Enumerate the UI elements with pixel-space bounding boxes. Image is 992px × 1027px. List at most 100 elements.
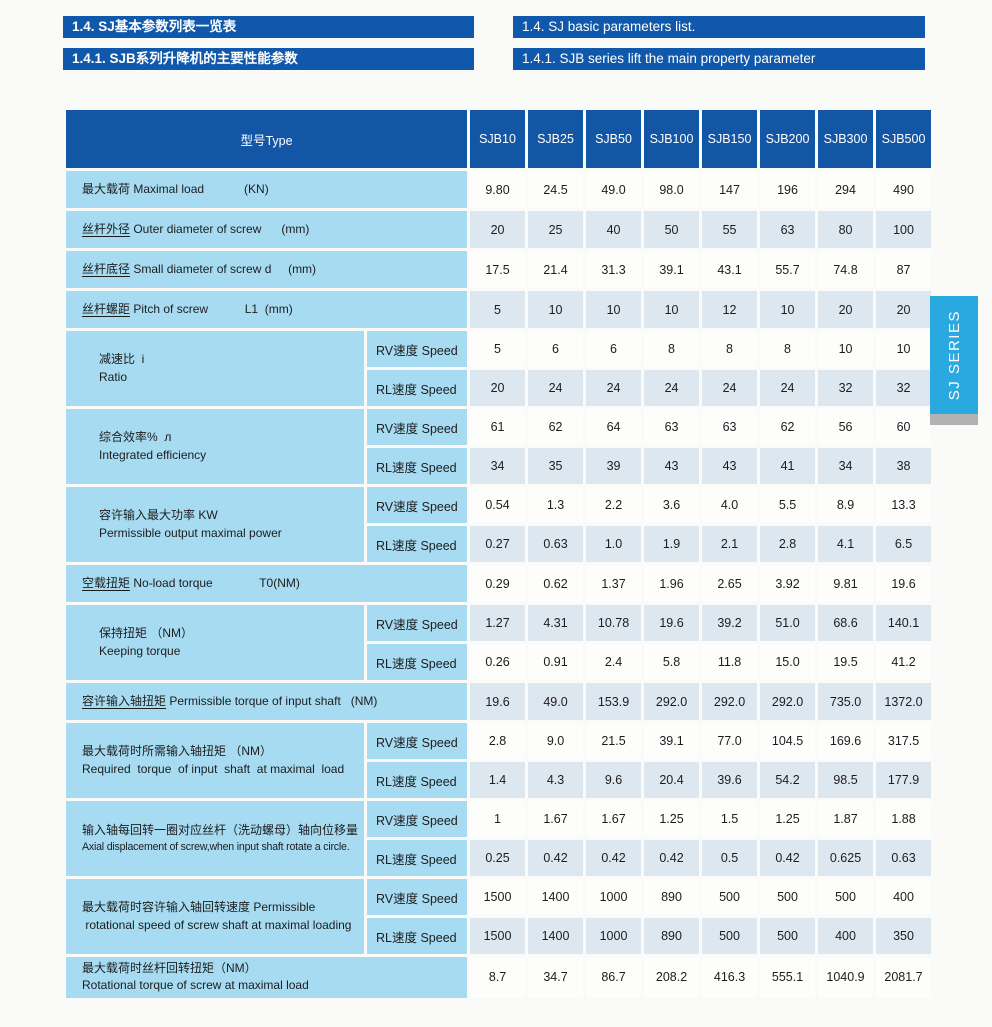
- value-cell: 890: [641, 915, 703, 957]
- row-label-line2: Required torque of input shaft at maxima…: [82, 761, 345, 776]
- value-cell: 400: [815, 915, 877, 957]
- value-cell: 74.8: [815, 248, 877, 291]
- value-cell: 1.67: [583, 798, 645, 840]
- value-cell: 9.6: [583, 759, 645, 801]
- value-cell: 147: [699, 168, 761, 211]
- row-label-line2: Axial displacement of screw,when input s…: [82, 840, 350, 853]
- value-cell: 64: [583, 406, 645, 448]
- value-cell: 55: [699, 208, 761, 251]
- value-cell: 0.42: [525, 837, 587, 879]
- row-label-line1: 容许输入最大功率 KW: [99, 507, 358, 524]
- speed-label-rv: RV速度 Speed: [363, 602, 471, 644]
- value-cell: 17.5: [467, 248, 529, 291]
- value-cell: 0.29: [467, 562, 529, 605]
- speed-label-rv: RV速度 Speed: [363, 484, 471, 526]
- value-cell: 11.8: [699, 641, 761, 683]
- row-label-line1: 最大载荷 Maximal load (KN): [82, 181, 461, 198]
- value-cell: 24: [583, 367, 645, 409]
- model-header: SJB500: [873, 107, 935, 171]
- row-label-line1: 保持扭矩 （NM）: [99, 625, 358, 642]
- row-label-line1: 丝杆外径 Outer diameter of screw (mm): [82, 221, 461, 238]
- row-label-zh: 容许输入最大功率 KW: [99, 508, 218, 523]
- parameters-table: 型号Type SJB10 SJB25 SJB50 SJB100 SJB150 SJB200 S…: [62, 107, 935, 1001]
- row-label: 丝杆外径 Outer diameter of screw (mm): [62, 208, 471, 251]
- row-label-line2: Integrated efficiency: [99, 447, 207, 462]
- speed-label-rv: RV速度 Speed: [363, 876, 471, 918]
- value-cell: 0.91: [525, 641, 587, 683]
- value-cell: 87: [873, 248, 935, 291]
- value-cell: 10: [641, 288, 703, 331]
- value-cell: 21.5: [583, 720, 645, 762]
- value-cell: 56: [815, 406, 877, 448]
- value-cell: 1.88: [873, 798, 935, 840]
- series-side-tab-shadow: [930, 414, 978, 425]
- speed-label-rl: RL速度 Speed: [363, 837, 471, 879]
- value-cell: 196: [757, 168, 819, 211]
- value-cell: 6.5: [873, 523, 935, 565]
- speed-label-rl: RL速度 Speed: [363, 641, 471, 683]
- value-cell: 0.62: [525, 562, 587, 605]
- value-cell: 2.65: [699, 562, 761, 605]
- row-label: 综合效率% л Integrated efficiency: [63, 406, 367, 487]
- row-label: 容许输入最大功率 KW Permissible output maximal po…: [63, 484, 367, 565]
- value-cell: 6: [583, 328, 645, 370]
- value-cell: 735.0: [815, 680, 877, 723]
- value-cell: 77.0: [699, 720, 761, 762]
- value-cell: 177.9: [873, 759, 935, 801]
- value-cell: 20: [873, 288, 935, 331]
- value-cell: 34: [815, 445, 877, 487]
- value-cell: 0.625: [815, 837, 877, 879]
- row-label: 最大载荷时容许输入轴回转速度 Permissible rotational sp…: [63, 876, 367, 957]
- value-cell: 19.5: [815, 641, 877, 683]
- value-cell: 13.3: [873, 484, 935, 526]
- model-header: SJB150: [699, 107, 761, 171]
- value-cell: 62: [525, 406, 587, 448]
- value-cell: 5.5: [757, 484, 819, 526]
- value-cell: 0.42: [641, 837, 703, 879]
- subsection-title-en: 1.4.1. SJB series lift the main property…: [513, 48, 925, 70]
- value-cell: 100: [873, 208, 935, 251]
- speed-label-rv: RV速度 Speed: [363, 720, 471, 762]
- value-cell: 104.5: [757, 720, 819, 762]
- value-cell: 1.9: [641, 523, 703, 565]
- row-label-rest: No-load torque T0(NM): [130, 575, 300, 590]
- section-title-en: 1.4. SJ basic parameters list.: [513, 16, 925, 38]
- value-cell: 19.6: [641, 602, 703, 644]
- value-cell: 43.1: [699, 248, 761, 291]
- model-header: SJB25: [525, 107, 587, 171]
- value-cell: 500: [815, 876, 877, 918]
- value-cell: 292.0: [757, 680, 819, 723]
- value-cell: 49.0: [583, 168, 645, 211]
- value-cell: 1400: [525, 876, 587, 918]
- value-cell: 2.8: [757, 523, 819, 565]
- value-cell: 317.5: [873, 720, 935, 762]
- speed-label-rl: RL速度 Speed: [363, 367, 471, 409]
- model-header: SJB50: [583, 107, 645, 171]
- value-cell: 500: [699, 915, 761, 957]
- row-label: 输入轴每回转一圈对应丝杆（洗动螺母）轴向位移量 Axial displacemen…: [63, 798, 367, 879]
- value-cell: 294: [815, 168, 877, 211]
- value-cell: 1500: [467, 876, 529, 918]
- value-cell: 20: [815, 288, 877, 331]
- row-label-rest: Pitch of screw L1 (mm): [130, 301, 293, 316]
- value-cell: 39: [583, 445, 645, 487]
- value-cell: 1.27: [467, 602, 529, 644]
- value-cell: 208.2: [641, 954, 703, 1001]
- row-label-line2: Ratio: [99, 369, 128, 384]
- value-cell: 10: [873, 328, 935, 370]
- row-label-line2: rotational speed of screw shaft at maxim…: [82, 917, 352, 932]
- value-cell: 54.2: [757, 759, 819, 801]
- value-cell: 4.0: [699, 484, 761, 526]
- value-cell: 10: [525, 288, 587, 331]
- value-cell: 4.1: [815, 523, 877, 565]
- value-cell: 31.3: [583, 248, 645, 291]
- row-label-line1: 最大载荷时容许输入轴回转速度 Permissible: [82, 899, 358, 916]
- value-cell: 1.5: [699, 798, 761, 840]
- value-cell: 21.4: [525, 248, 587, 291]
- value-cell: 1: [467, 798, 529, 840]
- value-cell: 0.63: [525, 523, 587, 565]
- value-cell: 6: [525, 328, 587, 370]
- row-label: 丝杆底径 Small diameter of screw d (mm): [62, 248, 471, 291]
- row-label: 丝杆螺距 Pitch of screw L1 (mm): [62, 288, 471, 331]
- value-cell: 32: [873, 367, 935, 409]
